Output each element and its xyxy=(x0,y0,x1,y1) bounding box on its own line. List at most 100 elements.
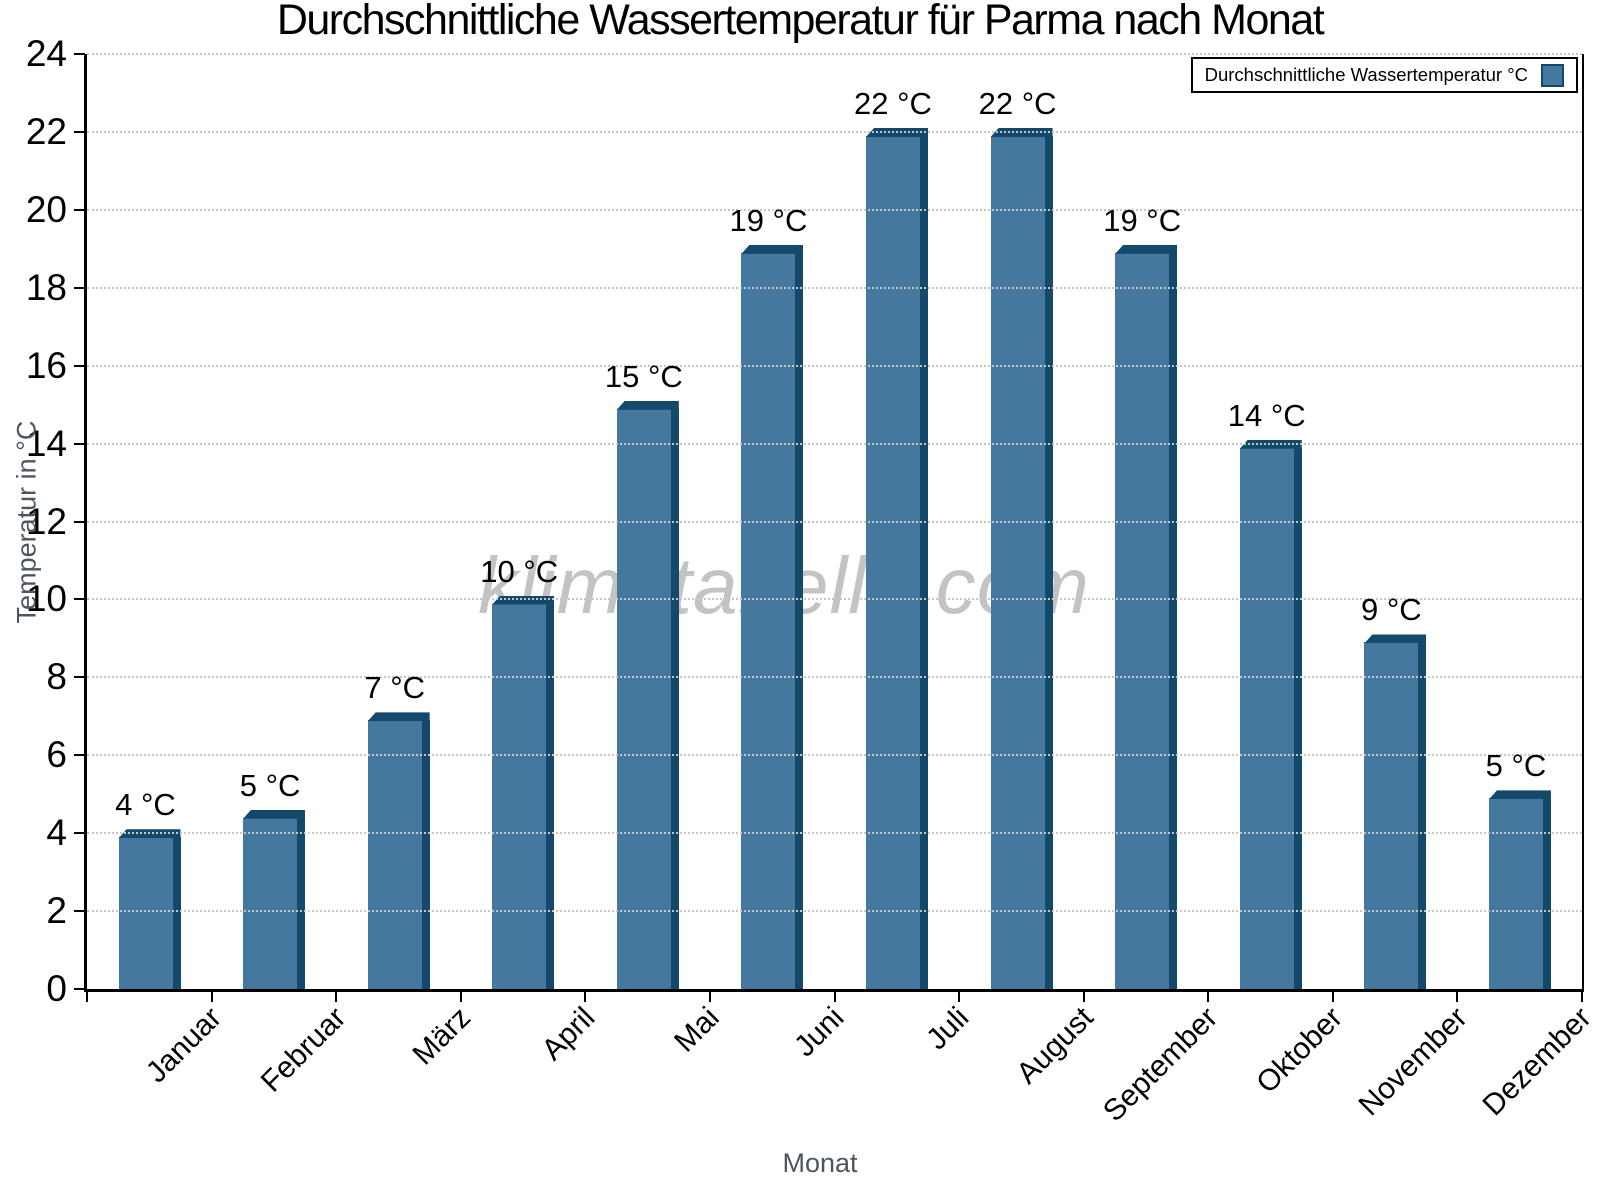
bar-top-shadow xyxy=(367,712,430,722)
bar xyxy=(1115,244,1178,989)
x-tick-label: Mai xyxy=(668,1001,726,1059)
x-axis-tick xyxy=(210,989,213,1002)
bar-right-shadow xyxy=(670,408,679,989)
y-axis-tick xyxy=(74,598,85,601)
legend-swatch-icon xyxy=(1541,63,1564,87)
y-axis-tick xyxy=(74,832,85,835)
bar-value-label: 4 °C xyxy=(115,787,176,823)
y-axis-title: Temperatur in °C xyxy=(11,420,42,624)
y-tick-label: 6 xyxy=(46,734,67,776)
bar-face xyxy=(990,136,1045,989)
y-tick-label: 10 xyxy=(25,578,67,620)
y-axis-tick xyxy=(74,53,85,55)
x-tick-label: Juli xyxy=(919,1001,976,1057)
bar-right-shadow xyxy=(297,817,306,989)
bar-right-shadow xyxy=(1044,136,1053,989)
x-axis-tick xyxy=(708,989,711,1002)
gridline xyxy=(87,832,1582,835)
bar-top-shadow xyxy=(1488,790,1551,800)
bar xyxy=(1364,634,1427,989)
x-axis-tick xyxy=(1331,989,1334,1002)
x-axis-tick xyxy=(1082,989,1085,1002)
y-tick-label: 0 xyxy=(46,968,67,1009)
bar xyxy=(741,244,804,989)
y-tick-label: 2 xyxy=(46,890,67,932)
bar xyxy=(1488,790,1551,989)
legend[interactable]: Durchschnittliche Wassertemperatur °C xyxy=(1190,57,1578,93)
x-tick-label: Januar xyxy=(139,1001,228,1090)
x-axis-tick xyxy=(958,989,961,1002)
x-tick-label: Juni xyxy=(788,1001,851,1064)
bar-right-shadow xyxy=(920,136,928,989)
x-axis-tick xyxy=(459,989,462,1002)
x-axis-tick xyxy=(335,989,338,1002)
y-tick-label: 24 xyxy=(25,33,67,74)
y-tick-label: 8 xyxy=(46,656,67,698)
bar-value-label: 22 °C xyxy=(978,86,1057,122)
bar-top-shadow xyxy=(243,809,306,819)
x-axis-tick xyxy=(86,989,88,1002)
y-axis-tick xyxy=(74,676,85,679)
bar-face xyxy=(492,603,547,989)
y-axis-tick xyxy=(74,208,85,211)
plot-area: klimatabelle.com Durchschnittliche Wasse… xyxy=(26,35,1598,1128)
y-axis-tick xyxy=(74,910,85,913)
bar-value-label: 5 °C xyxy=(239,767,301,803)
bar-value-label: 9 °C xyxy=(1361,592,1422,628)
x-axis-tick xyxy=(833,989,836,1002)
gridline xyxy=(87,208,1582,211)
y-tick-label: 12 xyxy=(25,500,67,542)
bar-value-label: 15 °C xyxy=(604,358,683,394)
x-tick-label: August xyxy=(1010,1001,1100,1091)
y-tick-label: 16 xyxy=(25,344,67,386)
y-axis-tick xyxy=(74,130,85,133)
bar-face xyxy=(1115,252,1170,989)
bar-value-label: 7 °C xyxy=(364,670,425,706)
bar-value-label: 10 °C xyxy=(480,553,559,589)
y-tick-label: 14 xyxy=(25,422,67,464)
chart-title: Durchschnittliche Wassertemperatur für P… xyxy=(276,0,1325,44)
bar-face xyxy=(1364,642,1419,989)
gridline xyxy=(87,364,1582,367)
y-axis-tick xyxy=(74,286,85,289)
gridline xyxy=(87,676,1582,679)
bar xyxy=(1239,439,1302,989)
bar-right-shadow xyxy=(795,252,804,989)
bar-right-shadow xyxy=(1169,252,1178,989)
y-tick-label: 4 xyxy=(46,812,67,854)
y-axis-tick xyxy=(74,754,85,757)
bar-value-label: 14 °C xyxy=(1227,397,1306,433)
gridline xyxy=(87,286,1582,289)
bar-top-shadow xyxy=(1364,634,1427,644)
gridline xyxy=(87,442,1582,445)
y-tick-label: 22 xyxy=(25,110,67,152)
bar-face xyxy=(616,408,671,989)
bar-top-shadow xyxy=(741,244,804,254)
x-tick-label: Oktober xyxy=(1250,1001,1349,1100)
x-axis-tick xyxy=(1581,989,1583,1002)
bar xyxy=(990,128,1053,989)
gridline xyxy=(87,130,1582,133)
gridline xyxy=(87,520,1582,523)
y-tick-label: 18 xyxy=(25,266,67,308)
y-axis-tick xyxy=(74,442,85,445)
bar-right-shadow xyxy=(546,603,555,989)
bar-right-shadow xyxy=(1542,798,1551,989)
bar-right-shadow xyxy=(1418,642,1427,989)
x-axis-tick xyxy=(584,989,587,1002)
bar-top-shadow xyxy=(1115,244,1178,254)
bar-right-shadow xyxy=(421,720,430,989)
x-tick-label: Dezember xyxy=(1476,1001,1599,1123)
y-tick-label: 20 xyxy=(25,188,67,230)
x-tick-label: September xyxy=(1097,1001,1225,1129)
bar xyxy=(616,400,679,989)
bar xyxy=(367,712,430,989)
bar-top-shadow xyxy=(616,400,679,410)
y-axis-tick xyxy=(74,988,85,990)
x-axis-title: Monat xyxy=(782,1148,858,1178)
bar-value-label: 22 °C xyxy=(854,86,932,122)
legend-label: Durchschnittliche Wassertemperatur °C xyxy=(1204,64,1528,85)
gridline xyxy=(87,754,1582,757)
bar-value-label: 19 °C xyxy=(1103,202,1182,238)
